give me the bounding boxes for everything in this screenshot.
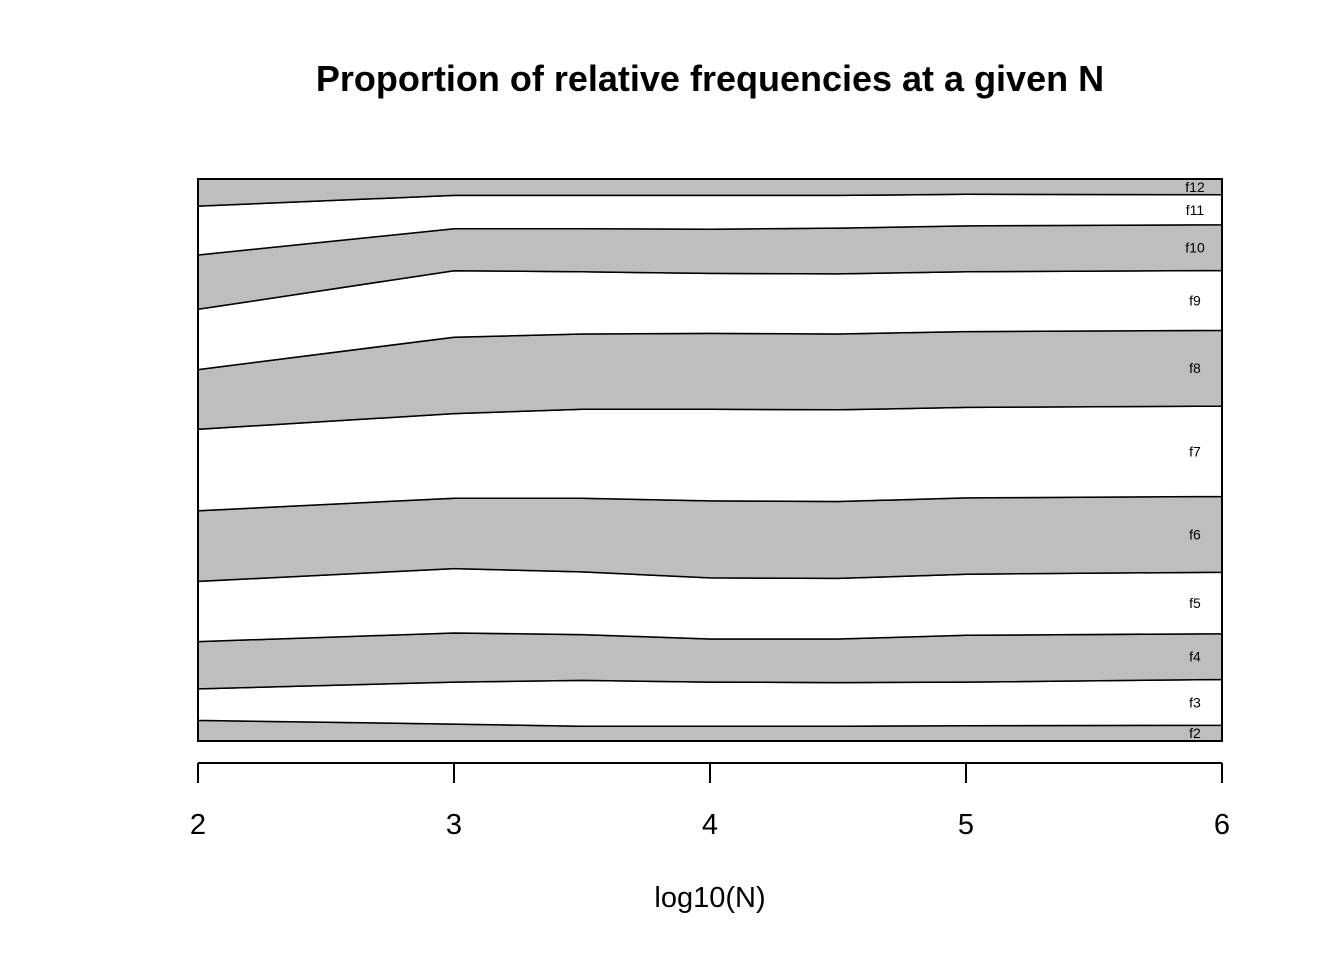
- series-label-f2: f2: [1189, 725, 1201, 741]
- series-label-f9: f9: [1189, 292, 1201, 308]
- series-label-f8: f8: [1189, 360, 1201, 376]
- area-f4: [197, 632, 1223, 690]
- series-label-f6: f6: [1189, 526, 1201, 542]
- x-tick-label: 3: [446, 809, 462, 841]
- series-label-f3: f3: [1189, 694, 1201, 710]
- series-label-f11: f11: [1186, 202, 1205, 218]
- series-label-f7: f7: [1189, 443, 1201, 459]
- plot-border: [197, 178, 1223, 742]
- x-axis-label: log10(N): [654, 882, 766, 914]
- area-f7: [197, 405, 1223, 512]
- series-label-f12: f12: [1185, 179, 1205, 195]
- x-tick-label: 2: [190, 809, 206, 841]
- x-tick-label: 4: [702, 809, 718, 841]
- chart-title: Proportion of relative frequencies at a …: [315, 58, 1105, 99]
- x-tick-label: 6: [1214, 809, 1230, 841]
- series-label-f4: f4: [1189, 649, 1201, 665]
- series-labels: f2 f3 f4 f5 f6 f7 f8 f9 f10 f11 f12: [1185, 179, 1205, 741]
- area-f6: [197, 495, 1223, 583]
- x-tick-label: 5: [958, 809, 974, 841]
- series-label-f10: f10: [1185, 240, 1205, 256]
- area-f5: [197, 567, 1223, 643]
- series-label-f5: f5: [1189, 595, 1201, 611]
- x-axis: 2 3 4 5 6: [190, 762, 1230, 841]
- area-layers: [197, 178, 1223, 742]
- area-f3: [197, 678, 1223, 728]
